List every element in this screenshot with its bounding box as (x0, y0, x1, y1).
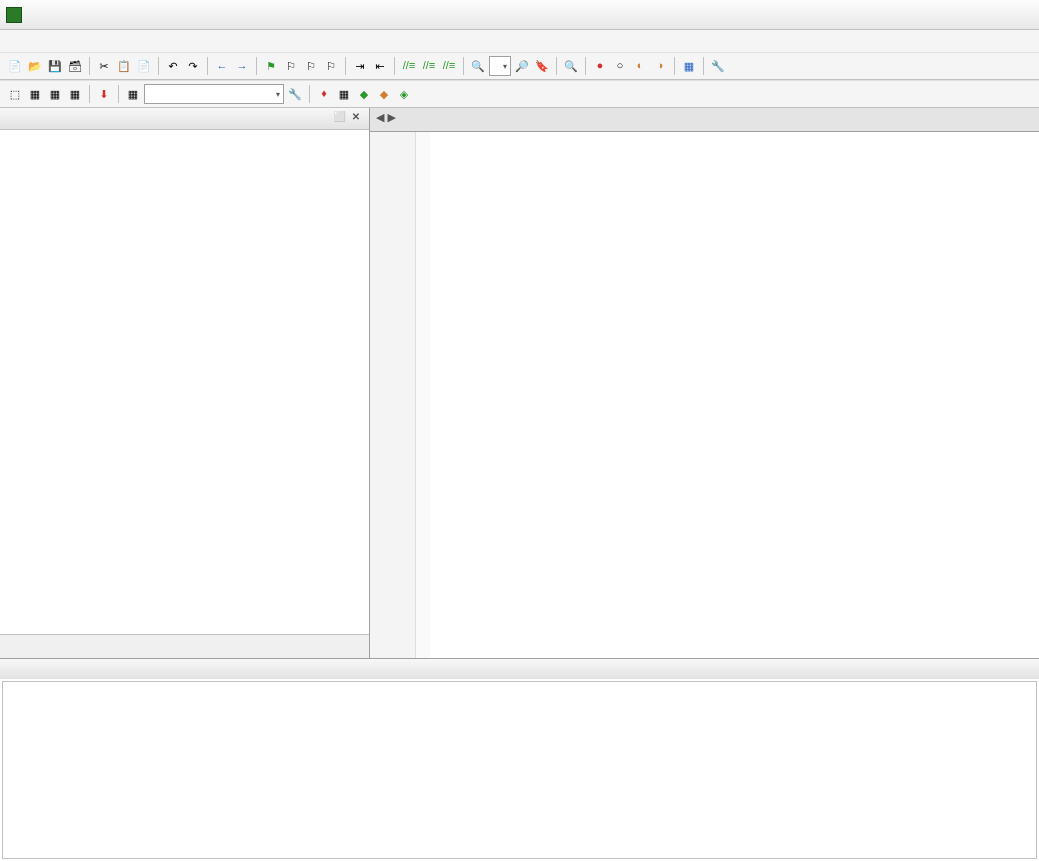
debug-icon[interactable]: 🔍 (562, 57, 580, 75)
bp-icon[interactable]: ◑ (651, 57, 669, 75)
app-icon (6, 7, 22, 23)
find-icon[interactable]: 🔍 (469, 57, 487, 75)
project-panel-header: ⬜✕ (0, 108, 369, 130)
indent-icon[interactable]: ⇥ (351, 57, 369, 75)
stop-icon[interactable]: ◆ (375, 85, 393, 103)
download-icon[interactable]: ⬇ (95, 85, 113, 103)
toolbar-2: ⬚ ▦ ▦ ▦ ⬇ ▦ 🔧 ♦ ▦ ◆ ◆ ◈ (0, 80, 1039, 108)
build-output-panel (0, 658, 1039, 861)
build-output-header (0, 659, 1039, 679)
redo-icon[interactable]: ↷ (184, 57, 202, 75)
bp-disable-icon[interactable]: ○ (611, 57, 629, 75)
run-icon[interactable]: ◆ (355, 85, 373, 103)
options-icon[interactable]: 🔧 (286, 85, 304, 103)
window-icon[interactable]: ▦ (680, 57, 698, 75)
saveall-icon[interactable]: 🗃 (66, 57, 84, 75)
project-panel: ⬜✕ (0, 108, 370, 658)
title-bar (0, 0, 1039, 30)
undo-icon[interactable]: ↶ (164, 57, 182, 75)
editor-tabs: ◀ ▶ (370, 108, 1039, 132)
bookmark-next-icon[interactable]: ⚐ (302, 57, 320, 75)
bookmark-clear-icon[interactable]: ⚐ (322, 57, 340, 75)
target-options-icon[interactable]: ▦ (124, 85, 142, 103)
bp-kill-icon[interactable]: ◐ (631, 57, 649, 75)
target-combo[interactable] (144, 84, 284, 104)
copy-icon[interactable]: 📋 (115, 57, 133, 75)
breakpoint-icon[interactable]: ● (591, 57, 609, 75)
open-icon[interactable]: 📂 (26, 57, 44, 75)
project-panel-tabs (0, 634, 369, 658)
paste-icon[interactable]: 📄 (135, 57, 153, 75)
batch-icon[interactable]: ▦ (66, 85, 84, 103)
find-in-files-icon[interactable]: 🔎 (513, 57, 531, 75)
select-icon[interactable]: ▦ (335, 85, 353, 103)
find-combo[interactable] (489, 56, 511, 76)
incremental-find-icon[interactable]: 🔖 (533, 57, 551, 75)
build-output-text[interactable] (2, 681, 1037, 859)
save-icon[interactable]: 💾 (46, 57, 64, 75)
nav-fwd-icon[interactable]: → (233, 57, 251, 75)
bookmark-prev-icon[interactable]: ⚐ (282, 57, 300, 75)
outdent-icon[interactable]: ⇤ (371, 57, 389, 75)
macro-icon[interactable]: //≡ (440, 57, 458, 75)
project-tree[interactable] (0, 130, 369, 634)
toolbar-1: 📄 📂 💾 🗃 ✂ 📋 📄 ↶ ↷ ← → ⚑ ⚐ ⚐ ⚐ ⇥ ⇤ //≡ //… (0, 52, 1039, 80)
build-icon[interactable]: ⬚ (6, 85, 24, 103)
new-icon[interactable]: 📄 (6, 57, 24, 75)
editor-area: ◀ ▶ (370, 108, 1039, 658)
tab-nav-icon[interactable]: ◀ ▶ (376, 111, 396, 124)
code-area[interactable] (370, 132, 1039, 658)
cut-icon[interactable]: ✂ (95, 57, 113, 75)
nav-back-icon[interactable]: ← (213, 57, 231, 75)
close-panel-icon[interactable]: ✕ (349, 112, 363, 126)
uncomment-icon[interactable]: //≡ (420, 57, 438, 75)
bookmark-icon[interactable]: ⚑ (262, 57, 280, 75)
rebuild-icon[interactable]: ▦ (46, 85, 64, 103)
manage-icon[interactable]: ♦ (315, 85, 333, 103)
config-icon[interactable]: 🔧 (709, 57, 727, 75)
pin-icon[interactable]: ⬜ (333, 112, 347, 126)
build-target-icon[interactable]: ▦ (26, 85, 44, 103)
menu-bar (0, 30, 1039, 52)
pack-icon[interactable]: ◈ (395, 85, 413, 103)
comment-icon[interactable]: //≡ (400, 57, 418, 75)
